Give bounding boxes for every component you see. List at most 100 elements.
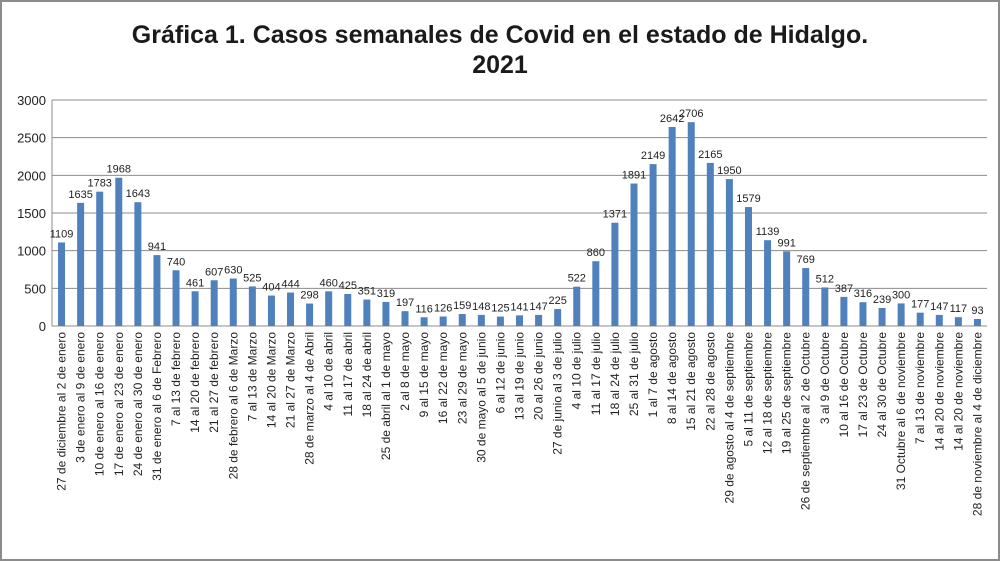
data-label: 125 (491, 303, 509, 315)
data-label: 116 (415, 303, 433, 315)
bar (172, 270, 180, 326)
x-tick-label: 1 al 7 de agosto (646, 332, 660, 418)
data-label: 1968 (107, 164, 131, 176)
data-label: 225 (548, 295, 566, 307)
bar (668, 126, 676, 326)
x-tick-label: 17 de enero al 23 de enero (112, 332, 126, 476)
x-tick-label: 9 al 15 de mayo (417, 332, 431, 418)
data-label: 460 (320, 277, 338, 289)
bar (58, 242, 66, 326)
y-tick-label: 2500 (17, 131, 46, 146)
x-tick-label: 3 al 9 de Octubre (818, 332, 832, 424)
x-tick-label: 7 al 13 de noviembre (913, 332, 927, 444)
bar (764, 240, 772, 326)
data-label: 316 (854, 288, 872, 300)
bar (954, 317, 962, 326)
x-tick-label: 5 al 11 de septiembre (741, 332, 755, 447)
bar (840, 296, 848, 326)
data-label: 1109 (50, 228, 74, 240)
data-label: 117 (950, 303, 968, 315)
bar (573, 286, 581, 326)
bar (916, 312, 924, 326)
x-tick-label: 28 de marzo al 4 de Abril (303, 332, 317, 465)
x-tick-label: 13 al 19 de junio (513, 332, 527, 420)
x-tick-label: 4 al 10 de julio (570, 332, 584, 410)
x-tick-label: 20 al 26 de junio (532, 332, 546, 420)
chart-title-line-2: 2021 (472, 51, 528, 79)
y-tick-label: 2000 (17, 168, 46, 183)
x-tick-label: 3 de enero al 9 de enero (74, 332, 88, 463)
bar (611, 222, 619, 326)
x-tick-label: 14 al 20 de noviembre (951, 332, 965, 451)
data-label: 769 (797, 254, 815, 266)
x-tick-label: 16 al 22 de mayo (436, 332, 450, 424)
x-tick-label: 11 al 17 de julio (589, 332, 603, 416)
bar (859, 302, 867, 326)
data-label: 607 (205, 266, 223, 278)
data-label: 197 (396, 297, 414, 309)
data-label: 2706 (679, 108, 703, 120)
x-tick-label: 28 de febrero al 6 de Marzo (226, 332, 240, 480)
data-label: 461 (186, 277, 204, 289)
x-tick-label: 27 de diciembre al 2 de enero (55, 332, 69, 491)
x-tick-label: 14 al 20 de noviembre (932, 332, 946, 451)
data-label: 1139 (756, 226, 780, 238)
data-label: 319 (377, 288, 395, 300)
data-label: 1783 (87, 178, 111, 190)
data-label: 93 (971, 305, 983, 317)
bar (420, 317, 428, 326)
bar (458, 314, 466, 326)
x-tick-label: 7 al 13 de Marzo (245, 332, 259, 422)
data-label: 860 (587, 247, 605, 259)
bar (973, 318, 981, 326)
bar (134, 202, 142, 326)
bar (363, 299, 371, 326)
y-tick-label: 1500 (17, 206, 46, 221)
bar (783, 251, 791, 326)
y-tick-label: 0 (39, 319, 46, 334)
data-label: 2165 (698, 149, 722, 161)
bar (191, 291, 199, 326)
data-label: 1643 (126, 188, 150, 200)
x-tick-label: 18 al 24 de julio (608, 332, 622, 416)
bar (649, 164, 657, 326)
data-label: 425 (339, 280, 357, 292)
bar (267, 295, 275, 326)
x-tick-label: 26 de septiembre al 2 de Octubre (799, 332, 813, 510)
data-label: 444 (281, 279, 299, 291)
data-label: 522 (568, 273, 586, 285)
bar (77, 202, 85, 326)
bar (516, 315, 523, 326)
bar (744, 207, 752, 326)
x-tick-label: 6 al 12 de junio (493, 332, 507, 414)
x-tick-label: 30 de mayo al 5 de junio (474, 332, 488, 463)
bar (439, 316, 447, 326)
bar (325, 291, 333, 326)
x-tick-label: 23 al 29 de mayo (455, 332, 469, 424)
bar (153, 255, 161, 326)
data-label: 740 (167, 256, 185, 268)
bar (344, 293, 352, 326)
bar (287, 292, 295, 326)
data-label: 177 (911, 299, 929, 311)
data-label: 239 (873, 294, 891, 306)
data-label: 126 (434, 303, 452, 315)
bar (115, 177, 123, 326)
y-tick-label: 3000 (17, 93, 46, 108)
bar (935, 314, 943, 326)
bar (496, 316, 504, 326)
x-tick-label: 31 Octubre al 6 de noviembre (894, 332, 908, 490)
bar (382, 301, 390, 326)
bar (477, 314, 485, 326)
bar (535, 314, 543, 326)
x-tick-label: 22 al 28 de agosto (703, 332, 717, 431)
x-tick-label: 12 al 18 de septiembre (761, 332, 775, 454)
bar (630, 183, 638, 326)
x-tick-label: 8 al 14 de agosto (665, 332, 679, 424)
bar (897, 303, 905, 326)
chart-title: Gráfica 1. Casos semanales de Covid en e… (2, 20, 998, 80)
data-label: 1371 (603, 209, 627, 221)
data-label: 148 (472, 301, 490, 313)
data-label: 1950 (717, 165, 741, 177)
